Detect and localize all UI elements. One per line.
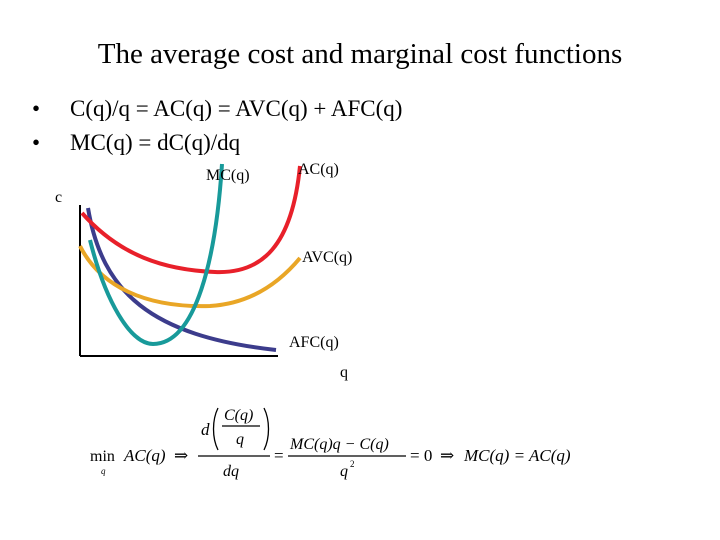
- derivative-d: d: [201, 420, 210, 439]
- equation-result: MC(q) = AC(q): [463, 446, 571, 465]
- avc-curve: [78, 245, 302, 309]
- avc-curve-label: AVC(q): [302, 249, 352, 266]
- mc-curve: [88, 163, 224, 347]
- ac-curve-label: AC(q): [298, 161, 339, 178]
- inner-denominator: q: [236, 431, 244, 448]
- bullet-dot: •: [32, 130, 41, 155]
- outer-denominator: dq: [223, 463, 239, 480]
- bullet-item: • MC(q) = dC(q)/dq: [32, 126, 402, 160]
- equals-1: =: [274, 446, 284, 465]
- second-denominator-exponent: 2: [350, 459, 355, 469]
- bullet-text-ac-definition: C(q)/q = AC(q) = AVC(q) + AFC(q): [70, 96, 403, 121]
- second-denominator: q: [340, 463, 348, 480]
- bullet-item: • C(q)/q = AC(q) = AVC(q) + AFC(q): [32, 92, 402, 126]
- min-subscript: q: [101, 466, 106, 476]
- bullet-text-mc-definition: MC(q) = dC(q)/dq: [70, 130, 241, 155]
- implies-arrow-2: ⇒: [440, 446, 454, 465]
- bullet-dot: •: [32, 96, 41, 121]
- ac-curve: [80, 165, 302, 275]
- eq-ac-lhs: AC(q): [123, 446, 166, 465]
- y-axis-label: c: [55, 189, 62, 206]
- implies-arrow-1: ⇒: [174, 446, 188, 465]
- mc-curve-label: MC(q): [206, 167, 250, 184]
- equals-zero: = 0: [410, 446, 432, 465]
- right-paren: [263, 407, 270, 451]
- bullet-list: • C(q)/q = AC(q) = AVC(q) + AFC(q) • MC(q)…: [32, 92, 402, 160]
- afc-curve-label: AFC(q): [289, 334, 339, 351]
- x-axis-label: q: [340, 364, 348, 381]
- inner-numerator: C(q): [224, 407, 253, 424]
- afc-curve: [86, 207, 277, 352]
- left-paren: [212, 407, 219, 451]
- second-numerator: MC(q)q − C(q): [289, 436, 389, 453]
- page-title: The average cost and marginal cost funct…: [97, 38, 623, 70]
- minimization-equation: min q AC(q) ⇒ d C(q) q dq = MC(q)q − C(q…: [90, 407, 571, 480]
- min-operator: min: [90, 448, 115, 465]
